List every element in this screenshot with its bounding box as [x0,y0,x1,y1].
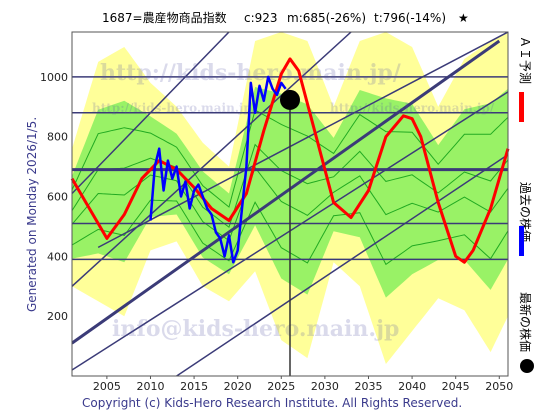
current-value: c:923 [244,11,278,25]
chart-title: 1687=農産物商品指数 [102,10,227,25]
copyright-footer: Copyright (c) Kids-Hero Research Institu… [82,396,462,410]
channel-line-3 [72,32,230,195]
legend-latest-label: 最新の株価 [518,292,533,352]
legend: ＡＩ予測 過去の株価 最新の株価 [518,36,534,373]
watermark-url-small-2: http://kids-hero.main.jp/ [330,101,495,115]
y-tick-200: 200 [47,310,68,323]
x-tick-2020: 2020 [224,380,252,393]
watermark-email: info@kids-hero.main.jp [112,316,399,342]
plot-frame [71,31,509,377]
y-tick-600: 600 [47,191,68,204]
watermark-url-small: http://kids-hero.main.jp/ [92,101,257,115]
m-value: m:685(-26%) [287,11,366,25]
y-tick-800: 800 [47,131,68,144]
channel-line-6 [176,154,508,376]
y-tick-1000: 1000 [40,71,68,84]
y-tick-400: 400 [47,250,68,263]
x-tick-2040: 2040 [398,380,426,393]
channel-line-1 [72,39,501,345]
channel-line-4 [97,32,508,249]
x-tick-2035: 2035 [354,380,382,393]
legend-ai-label: ＡＩ予測 [518,36,532,84]
x-tick-2010: 2010 [136,380,164,393]
x-tick-2045: 2045 [442,380,470,393]
star-mark: ★ [458,11,469,25]
series-past-price [149,75,287,264]
x-tick-2015: 2015 [180,380,208,393]
generated-date-label: Generated on Monday 2026/1/5. [25,117,39,312]
series-ai-forecast [70,57,510,264]
trend-channels [72,32,508,376]
legend-ai-swatch [519,92,524,122]
legend-latest-dot [520,359,534,373]
channel-line-2 [72,32,352,287]
current-marker [280,89,300,110]
x-tick-2050: 2050 [485,380,513,393]
legend-past-swatch [519,226,524,256]
plot-area: http://kids-hero.main.jp/ http://kids-he… [70,31,510,377]
t-value: t:796(-14%) [374,11,446,25]
y-axis: 200 400 600 800 1000 [40,71,68,323]
x-tick-2030: 2030 [311,380,339,393]
x-tick-2025: 2025 [267,380,295,393]
x-tick-2005: 2005 [93,380,121,393]
x-axis: 2005 2010 2015 2020 2025 2030 2035 2040 2045 2050 [93,376,513,393]
